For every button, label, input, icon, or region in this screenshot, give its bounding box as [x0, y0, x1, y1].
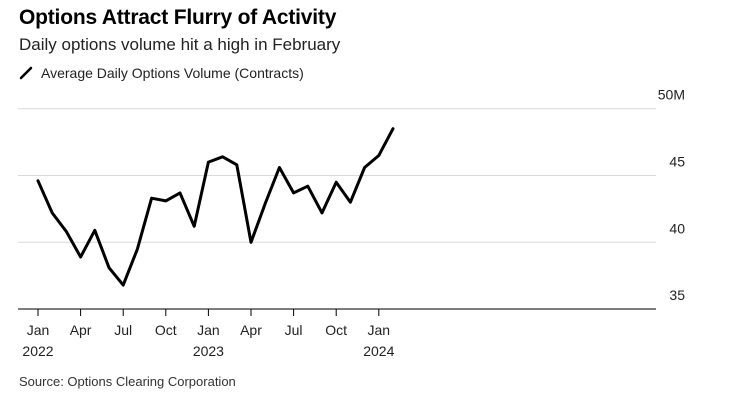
- x-tick-label-12: Jan: [197, 322, 220, 338]
- source-note: Source: Options Clearing Corporation: [19, 374, 236, 389]
- x-tick-label-9: Oct: [155, 322, 177, 338]
- y-tick-label-40: 40: [669, 220, 685, 236]
- x-tick-year-24: 2024: [363, 343, 394, 359]
- x-tick-year-0: 2022: [22, 343, 53, 359]
- x-tick-label-15: Apr: [240, 322, 262, 338]
- chart-subtitle: Daily options volume hit a high in Febru…: [19, 35, 341, 54]
- chart-title: Options Attract Flurry of Activity: [19, 6, 337, 29]
- legend-line-icon: [19, 66, 33, 80]
- x-tick-label-21: Oct: [325, 322, 347, 338]
- x-tick-label-24: Jan: [368, 322, 391, 338]
- x-tick-label-0: Jan: [27, 322, 50, 338]
- legend-label: Average Daily Options Volume (Contracts): [41, 65, 304, 81]
- y-tick-label-50: 50M: [658, 87, 685, 103]
- x-tick-label-3: Apr: [70, 322, 92, 338]
- y-tick-label-45: 45: [669, 154, 685, 170]
- x-tick-year-12: 2023: [193, 343, 224, 359]
- series-line-0: [36, 127, 395, 287]
- x-tick-label-18: Jul: [285, 322, 303, 338]
- y-tick-label-35: 35: [669, 287, 685, 303]
- legend: Average Daily Options Volume (Contracts): [19, 65, 304, 81]
- x-tick-label-6: Jul: [114, 322, 132, 338]
